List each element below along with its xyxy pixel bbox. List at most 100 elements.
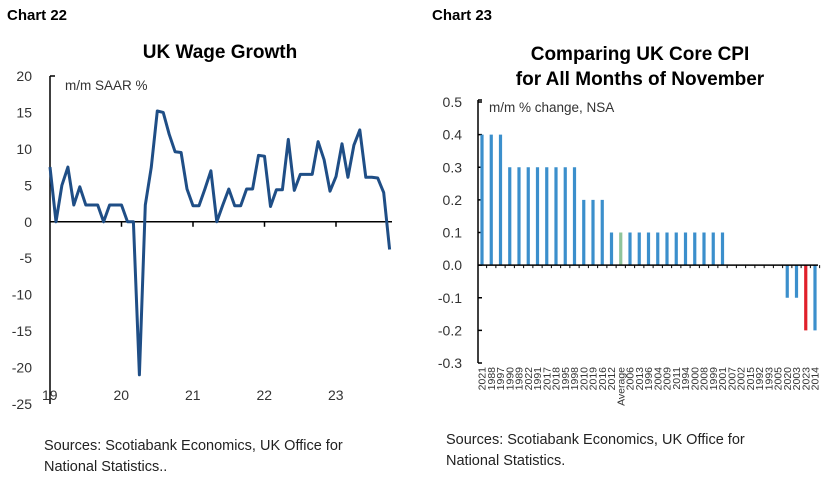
source-line: National Statistics. (446, 453, 566, 469)
bar-2010 (582, 199, 586, 266)
unit-note: m/m SAAR % (65, 78, 148, 93)
bar-2004 (656, 232, 660, 266)
y-tick-label: 20 (16, 68, 32, 84)
y-tick-label: 15 (16, 104, 32, 120)
bar-2014 (813, 265, 817, 331)
category-label: 2022 (523, 367, 535, 391)
category-label: 1996 (643, 367, 655, 391)
y-tick-label: -25 (12, 396, 32, 412)
source-line: Sources: Scotiabank Economics, UK Office… (44, 438, 343, 454)
category-label: 2012 (606, 367, 618, 391)
category-label: 2003 (791, 367, 803, 391)
bar-2019 (591, 199, 595, 266)
category-label: 2010 (578, 367, 590, 391)
bar-1991 (535, 167, 540, 266)
category-label: 2023 (800, 367, 812, 391)
category-label: 2013 (634, 367, 646, 391)
category-label: 2007 (726, 367, 738, 391)
category-label: 1994 (680, 367, 692, 391)
x-tick-label: 21 (185, 387, 201, 403)
chart-23-title: Comparing UK Core CPI for All Months of N… (470, 42, 810, 92)
bar-2011 (674, 232, 678, 266)
bar-1994 (683, 232, 688, 266)
y-tick-label: 0 (24, 214, 32, 230)
category-label: 2017 (541, 367, 553, 391)
y-tick-label: 10 (16, 141, 32, 157)
category-label: 1995 (560, 367, 572, 391)
chart-23-source: Sources: Scotiabank Economics, UK Office… (446, 430, 745, 472)
y-tick-label: -5 (20, 250, 33, 266)
category-label: 1988 (486, 367, 498, 391)
y-tick-label: 5 (24, 177, 32, 193)
x-tick-label: 22 (257, 387, 273, 403)
y-tick-label: -15 (12, 323, 32, 339)
bar-1996 (646, 232, 651, 266)
bar-2022 (526, 167, 530, 266)
category-label: 2009 (662, 367, 674, 391)
category-label: 1997 (495, 367, 507, 391)
bar-2018 (554, 167, 558, 266)
category-label: 2002 (736, 367, 748, 391)
bar-2012 (609, 232, 614, 266)
unit-note: m/m % change, NSA (489, 100, 614, 115)
y-tick-label: -0.2 (438, 322, 462, 338)
bar-2000 (693, 232, 697, 266)
bar-2020 (785, 265, 789, 298)
chart-22-title: UK Wage Growth (142, 42, 298, 63)
y-tick-label: 0.2 (443, 192, 463, 208)
y-tick-label: 0.5 (443, 94, 463, 110)
y-tick-label: 0.3 (443, 159, 463, 175)
category-label: 2011 (671, 367, 683, 390)
x-tick-label: 20 (114, 387, 130, 403)
category-label: 1998 (569, 367, 581, 391)
category-label: 2019 (588, 367, 600, 391)
bar-2016 (600, 199, 604, 266)
category-label: 1991 (532, 367, 544, 391)
bar-1995 (563, 167, 567, 266)
bar-2021 (480, 134, 484, 266)
bar-2013 (637, 232, 641, 266)
bar-2006 (628, 232, 632, 266)
x-tick-label: 19 (42, 387, 58, 403)
bar-2017 (545, 167, 549, 266)
bar-2008 (702, 232, 706, 266)
y-tick-label: -0.1 (438, 290, 462, 306)
category-label: 2001 (717, 367, 729, 391)
y-tick-label: 0.4 (443, 127, 463, 143)
category-label: 2020 (782, 367, 794, 391)
category-label: 2000 (689, 367, 701, 391)
category-label: 2008 (699, 367, 711, 391)
source-line: Sources: Scotiabank Economics, UK Office… (446, 432, 745, 448)
category-label: 1993 (763, 367, 775, 391)
chart-22-label: Chart 22 (7, 7, 68, 24)
category-label: 1990 (504, 367, 516, 391)
source-line: National Statistics.. (44, 459, 168, 475)
chart-22-source: Sources: Scotiabank Economics, UK Office… (44, 436, 343, 478)
category-label: 1989 (514, 367, 526, 391)
y-tick-label: -0.3 (438, 355, 462, 371)
bar-1988 (489, 134, 493, 266)
category-label: 2021 (477, 367, 489, 391)
chart-23-label: Chart 23 (432, 7, 493, 24)
y-tick-label: 0.0 (443, 257, 463, 273)
x-tick-label: 23 (328, 387, 344, 403)
category-label: 2014 (810, 367, 822, 391)
bar-2023 (804, 265, 808, 331)
bar-1990 (508, 167, 512, 266)
title-line: for All Months of November (515, 69, 765, 90)
category-label: 2018 (551, 367, 563, 391)
bar-2003 (794, 265, 799, 298)
title-line: Comparing UK Core CPI (530, 44, 750, 65)
category-label: Average (615, 367, 627, 406)
category-label: 2006 (625, 367, 637, 391)
category-label: 2016 (597, 367, 609, 391)
category-label: 2015 (745, 367, 757, 391)
bar-1998 (572, 167, 577, 266)
bar-2001 (720, 232, 725, 266)
category-label: 1999 (708, 367, 720, 391)
category-label: 2004 (652, 367, 664, 391)
bar-1989 (517, 167, 521, 266)
bar-1999 (711, 232, 715, 266)
bar-2009 (665, 232, 669, 266)
